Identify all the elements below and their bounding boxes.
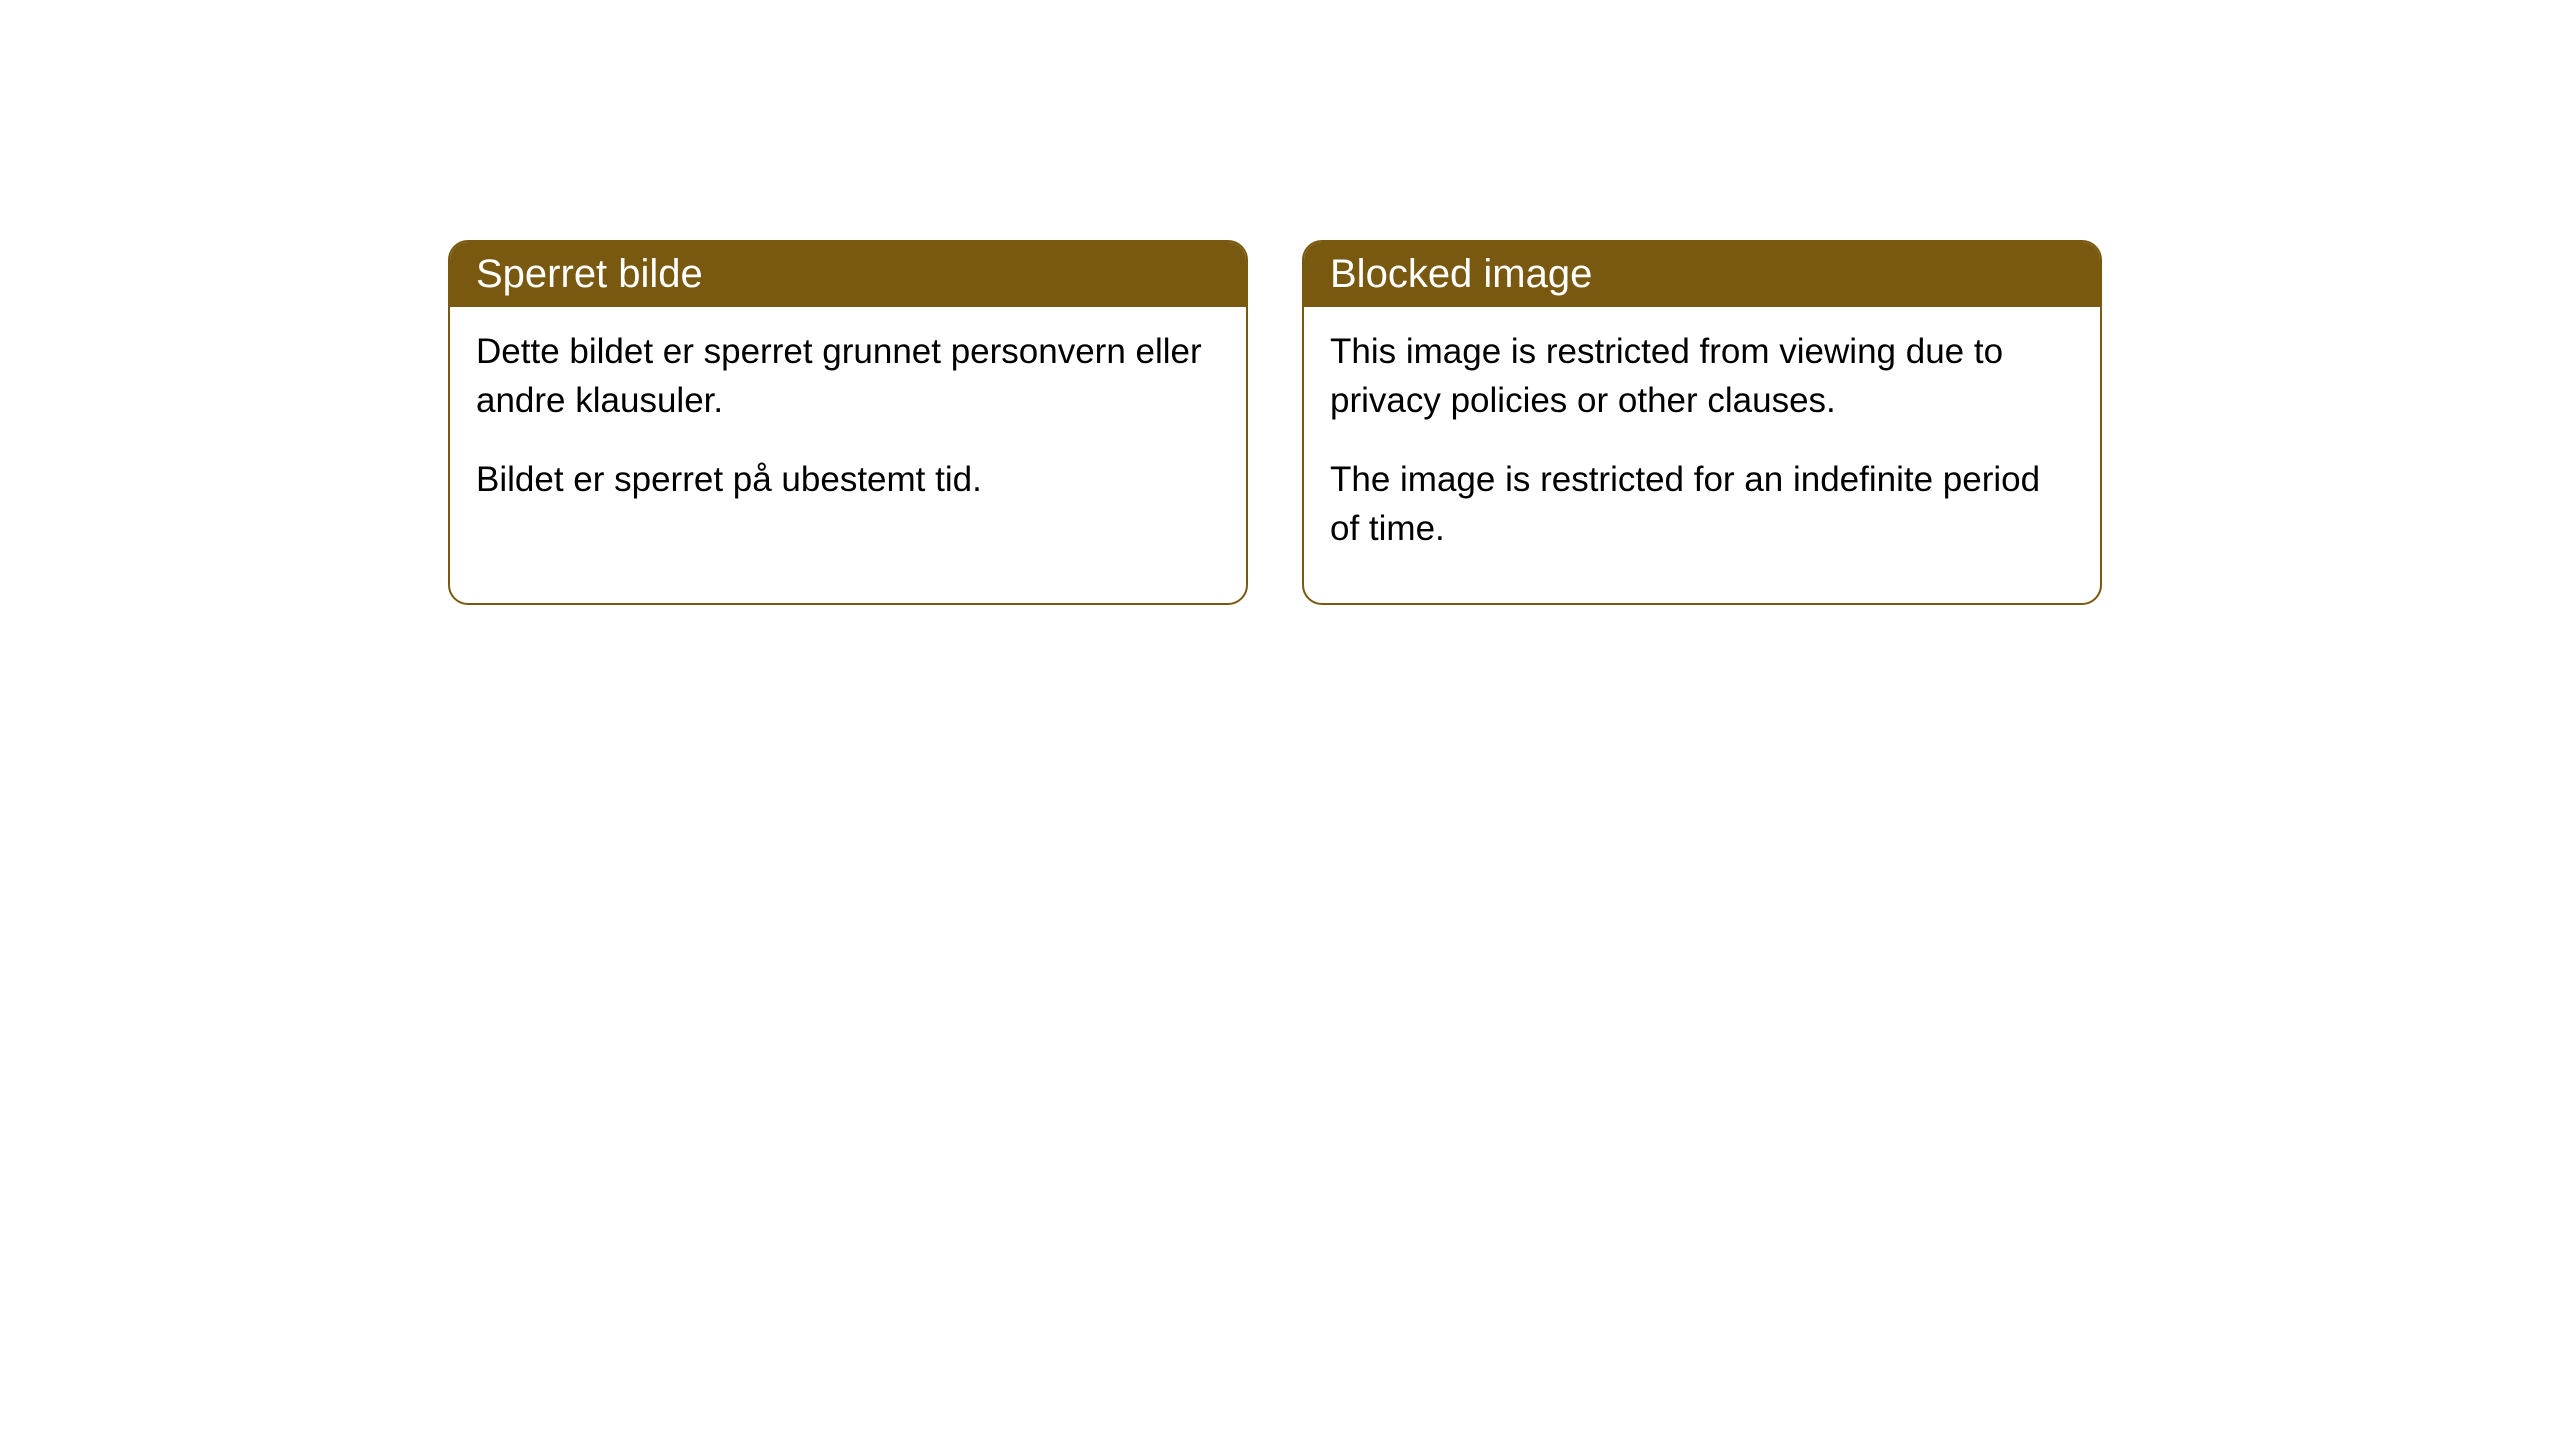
card-paragraph: Bildet er sperret på ubestemt tid.	[476, 455, 1220, 504]
card-body-norwegian: Dette bildet er sperret grunnet personve…	[450, 307, 1246, 554]
card-paragraph: Dette bildet er sperret grunnet personve…	[476, 327, 1220, 425]
card-body-english: This image is restricted from viewing du…	[1304, 307, 2100, 603]
card-english: Blocked image This image is restricted f…	[1302, 240, 2102, 605]
card-norwegian: Sperret bilde Dette bildet er sperret gr…	[448, 240, 1248, 605]
card-header-norwegian: Sperret bilde	[450, 242, 1246, 307]
card-header-english: Blocked image	[1304, 242, 2100, 307]
card-paragraph: This image is restricted from viewing du…	[1330, 327, 2074, 425]
card-paragraph: The image is restricted for an indefinit…	[1330, 455, 2074, 553]
cards-container: Sperret bilde Dette bildet er sperret gr…	[448, 240, 2102, 605]
